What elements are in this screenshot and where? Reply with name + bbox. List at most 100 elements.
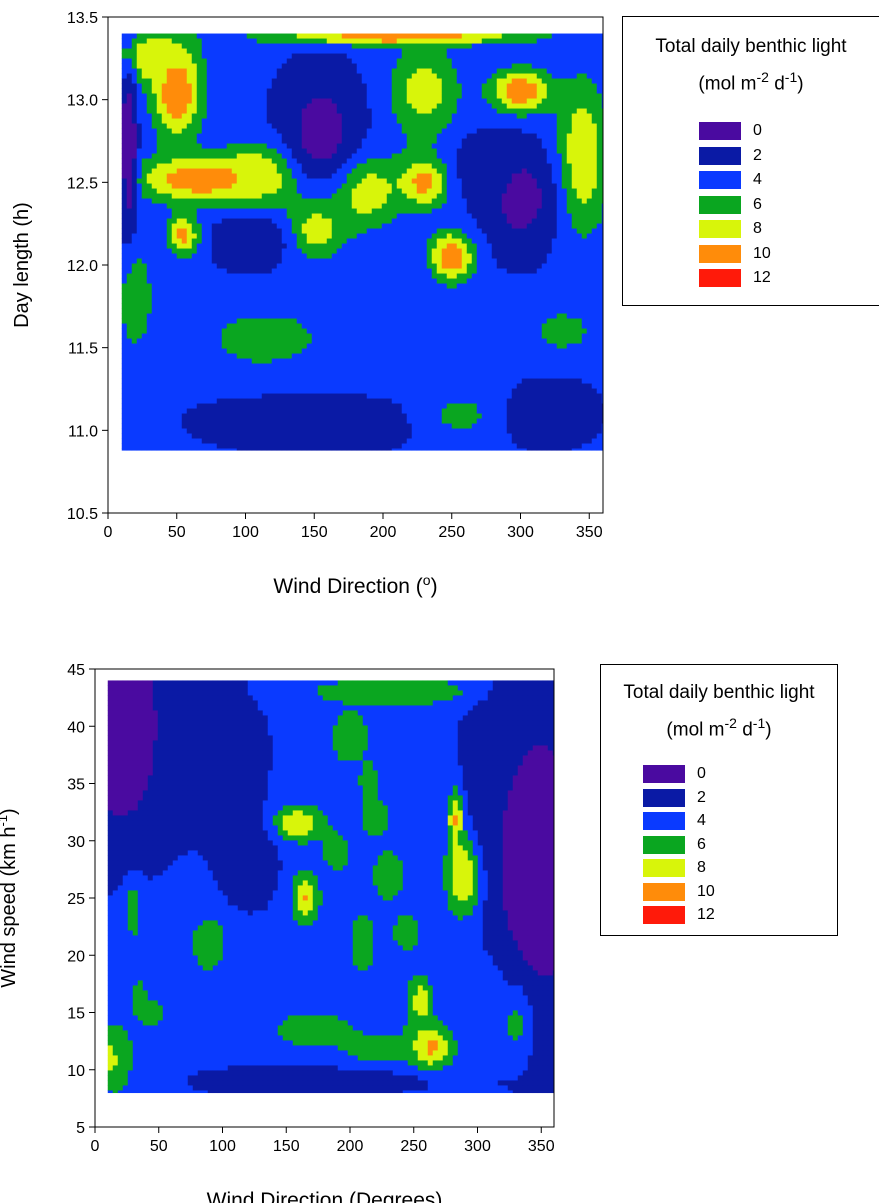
heatmap-cell xyxy=(316,168,323,174)
heatmap-cell xyxy=(441,178,448,184)
heatmap-cell xyxy=(401,178,408,184)
heatmap-cell xyxy=(396,153,403,159)
heatmap-cell xyxy=(156,278,163,284)
heatmap-cell xyxy=(506,233,513,239)
heatmap-cell xyxy=(126,198,133,204)
heatmap-cell xyxy=(156,158,163,164)
heatmap-cell xyxy=(551,183,558,189)
heatmap-cell xyxy=(186,233,193,239)
heatmap-cell xyxy=(431,193,438,199)
heatmap-cell xyxy=(566,238,573,244)
heatmap-cell xyxy=(491,228,498,234)
heatmap-cell xyxy=(581,208,588,214)
heatmap-cell xyxy=(136,118,143,124)
heatmap-cell xyxy=(201,218,208,224)
heatmap-cell xyxy=(131,43,138,49)
heatmap-cell xyxy=(311,263,318,269)
heatmap-cell xyxy=(326,58,333,64)
heatmap-cell xyxy=(491,148,498,154)
heatmap-cell xyxy=(291,168,298,174)
heatmap-cell xyxy=(121,238,128,244)
heatmap-cell xyxy=(371,238,378,244)
heatmap-cell xyxy=(201,208,208,214)
heatmap-cell xyxy=(201,273,208,279)
heatmap-cell xyxy=(546,273,553,279)
heatmap-cell xyxy=(551,223,558,229)
heatmap-cell xyxy=(231,38,238,44)
heatmap-cell xyxy=(466,158,473,164)
heatmap-cell xyxy=(346,78,353,84)
heatmap-cell xyxy=(271,263,278,269)
heatmap-cell xyxy=(226,148,233,154)
heatmap-cell xyxy=(526,153,533,159)
heatmap-cell xyxy=(451,188,458,194)
heatmap-cell xyxy=(271,268,278,274)
heatmap-cell xyxy=(556,113,563,119)
heatmap-cell xyxy=(236,258,243,264)
heatmap-cell xyxy=(336,168,343,174)
heatmap-cell xyxy=(581,153,588,159)
heatmap-cell xyxy=(551,143,558,149)
heatmap-cell xyxy=(401,183,408,189)
heatmap-cell xyxy=(316,203,323,209)
heatmap-cell xyxy=(241,278,248,284)
heatmap-cell xyxy=(196,198,203,204)
heatmap-cell xyxy=(346,158,353,164)
heatmap-cell xyxy=(406,58,413,64)
heatmap-cell xyxy=(466,53,473,59)
heatmap-cell xyxy=(156,93,163,99)
heatmap-cell xyxy=(521,143,528,149)
heatmap-cell xyxy=(406,198,413,204)
heatmap-cell xyxy=(411,33,418,39)
heatmap-cell xyxy=(591,138,598,144)
heatmap-cell xyxy=(386,188,393,194)
heatmap-cell xyxy=(546,93,553,99)
heatmap-cell xyxy=(176,68,183,74)
heatmap-cell xyxy=(286,258,293,264)
heatmap-cell xyxy=(561,78,568,84)
heatmap-cell xyxy=(391,48,398,54)
heatmap-cell xyxy=(271,143,278,149)
heatmap-cell xyxy=(591,183,598,189)
heatmap-cell xyxy=(391,193,398,199)
heatmap-cell xyxy=(186,288,193,294)
heatmap-cell xyxy=(386,73,393,79)
heatmap-cell xyxy=(371,173,378,179)
heatmap-cell xyxy=(556,203,563,209)
heatmap-cell xyxy=(491,278,498,284)
heatmap-cell xyxy=(231,273,238,279)
heatmap-cell xyxy=(226,143,233,149)
heatmap-cell xyxy=(211,228,218,234)
heatmap-cell xyxy=(151,108,158,114)
heatmap-cell xyxy=(461,33,468,39)
heatmap-cell xyxy=(236,248,243,254)
heatmap-cell xyxy=(181,253,188,259)
heatmap-cell xyxy=(321,118,328,124)
heatmap-cell xyxy=(156,248,163,254)
heatmap-cell xyxy=(141,103,148,109)
heatmap-cell xyxy=(326,153,333,159)
heatmap-cell xyxy=(261,143,268,149)
heatmap-cell xyxy=(206,268,213,274)
heatmap-cell xyxy=(581,148,588,154)
heatmap-cell xyxy=(201,203,208,209)
heatmap-cell xyxy=(231,258,238,264)
heatmap-cell xyxy=(361,183,368,189)
heatmap-cell xyxy=(586,198,593,204)
heatmap-cell xyxy=(451,43,458,49)
heatmap-cell xyxy=(546,38,553,44)
heatmap-cell xyxy=(376,38,383,44)
heatmap-cell xyxy=(311,58,318,64)
heatmap-cell xyxy=(566,178,573,184)
heatmap-cell xyxy=(256,273,263,279)
heatmap-cell xyxy=(536,198,543,204)
heatmap-cell xyxy=(211,103,218,109)
heatmap-cell xyxy=(231,158,238,164)
heatmap-cell xyxy=(176,38,183,44)
heatmap-cell xyxy=(396,128,403,134)
heatmap-cell xyxy=(371,43,378,49)
heatmap-cell xyxy=(536,218,543,224)
heatmap-cell xyxy=(321,183,328,189)
heatmap-cell xyxy=(421,183,428,189)
heatmap-cell xyxy=(471,148,478,154)
